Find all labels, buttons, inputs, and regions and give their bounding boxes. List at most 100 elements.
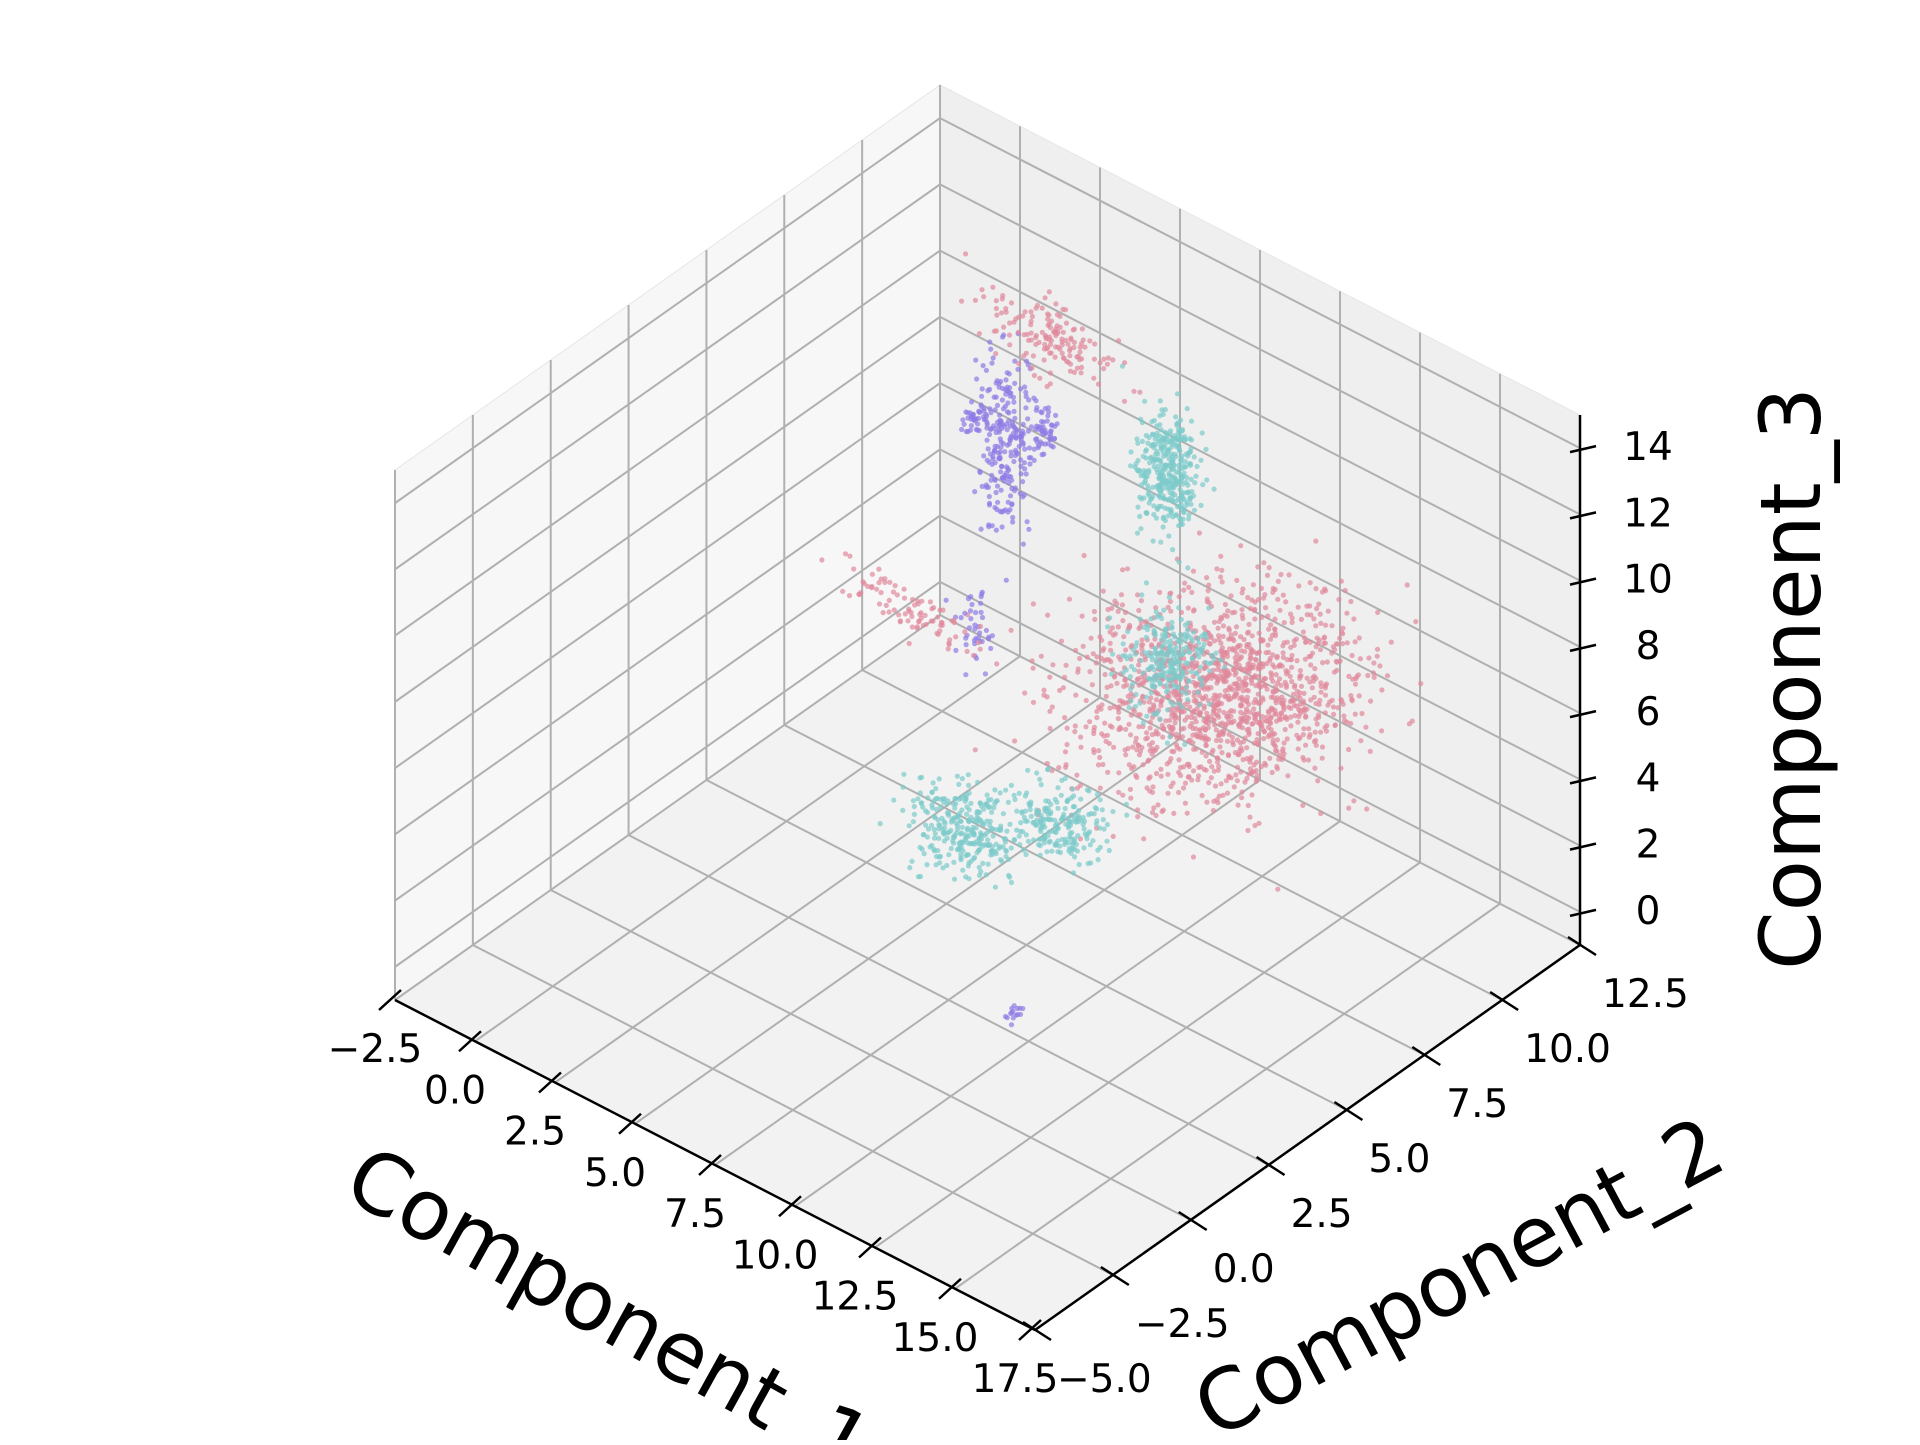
data-point xyxy=(1100,588,1106,594)
data-point xyxy=(1168,608,1174,614)
data-point xyxy=(1184,474,1190,481)
data-point xyxy=(1037,375,1043,381)
data-point xyxy=(1255,691,1261,697)
data-point xyxy=(972,747,978,753)
data-point xyxy=(1224,713,1230,720)
data-point xyxy=(1263,718,1270,724)
data-point xyxy=(999,463,1005,469)
data-point xyxy=(1118,726,1124,732)
data-point xyxy=(1068,795,1074,801)
data-point xyxy=(1074,772,1080,778)
data-point xyxy=(1134,677,1140,683)
data-point xyxy=(1256,820,1262,826)
z-tick xyxy=(1569,643,1597,653)
data-point xyxy=(1037,776,1043,782)
data-point xyxy=(1057,346,1063,352)
data-point xyxy=(1265,642,1271,648)
data-point xyxy=(1180,785,1187,791)
data-point xyxy=(958,615,964,621)
data-point xyxy=(979,483,985,489)
data-point xyxy=(1022,384,1028,390)
data-point xyxy=(1207,668,1213,674)
data-point xyxy=(987,386,993,392)
data-point xyxy=(1231,718,1237,724)
data-point xyxy=(1280,654,1286,661)
data-point xyxy=(1097,785,1103,791)
data-point xyxy=(1331,711,1337,718)
floor-grid-line xyxy=(472,944,1114,1276)
data-point xyxy=(965,596,972,602)
data-point xyxy=(1240,586,1246,592)
data-point xyxy=(1169,493,1175,499)
data-point xyxy=(905,618,911,624)
wall-grid-line xyxy=(394,316,941,703)
data-point xyxy=(1149,419,1155,425)
data-point xyxy=(1188,669,1194,675)
wall-grid-line xyxy=(939,117,1581,450)
data-point xyxy=(1249,792,1255,798)
data-point xyxy=(945,830,951,836)
data-point xyxy=(989,360,995,366)
data-point xyxy=(1327,699,1333,705)
data-point xyxy=(908,609,914,616)
data-point xyxy=(1027,803,1033,809)
data-point xyxy=(1135,712,1141,718)
data-point xyxy=(1280,592,1286,598)
scatter-cluster-teal xyxy=(1105,580,1228,748)
data-point xyxy=(1206,600,1212,606)
data-point xyxy=(1264,572,1271,579)
data-point xyxy=(1209,672,1215,678)
data-point xyxy=(1190,568,1197,574)
data-point xyxy=(1237,642,1243,649)
data-point xyxy=(921,851,927,857)
data-point xyxy=(1318,680,1324,686)
data-point xyxy=(1176,665,1183,671)
data-point xyxy=(1165,790,1171,796)
data-point xyxy=(1212,722,1218,728)
data-point xyxy=(1140,720,1146,726)
data-point xyxy=(977,630,983,636)
data-point xyxy=(1164,451,1170,457)
data-point xyxy=(901,595,908,601)
data-point xyxy=(988,409,994,416)
data-point xyxy=(1175,715,1181,721)
data-point xyxy=(972,854,978,861)
data-point xyxy=(1050,662,1056,668)
data-point xyxy=(992,848,999,855)
data-point xyxy=(1029,313,1035,320)
data-point xyxy=(1043,798,1049,804)
data-point xyxy=(1282,679,1288,686)
scatter-cluster-teal xyxy=(998,766,1130,876)
data-point xyxy=(1223,673,1230,679)
data-point xyxy=(1283,599,1289,605)
data-point xyxy=(994,402,1001,408)
data-point xyxy=(1082,344,1088,350)
data-point xyxy=(1312,666,1318,672)
data-point xyxy=(984,792,990,798)
z-tick-label: 4 xyxy=(1636,756,1661,801)
data-point xyxy=(1170,547,1176,553)
data-point xyxy=(1190,732,1196,738)
data-point xyxy=(977,846,983,852)
data-point xyxy=(982,671,989,677)
data-point xyxy=(1191,507,1198,513)
data-point xyxy=(1177,430,1183,436)
data-point xyxy=(1005,799,1012,805)
data-point xyxy=(953,634,959,640)
data-point xyxy=(1332,722,1338,729)
data-point xyxy=(1198,502,1204,508)
data-point xyxy=(989,461,995,467)
data-point xyxy=(1215,800,1221,806)
data-point xyxy=(1141,836,1147,842)
data-point xyxy=(1231,708,1237,714)
x-tick xyxy=(778,1195,802,1218)
data-point xyxy=(940,607,946,613)
data-point xyxy=(1233,624,1240,630)
data-point xyxy=(1120,653,1126,659)
data-point xyxy=(1252,599,1258,605)
data-point xyxy=(1088,635,1094,641)
data-point xyxy=(1016,360,1022,367)
data-point xyxy=(876,601,883,607)
data-point xyxy=(1316,601,1322,607)
